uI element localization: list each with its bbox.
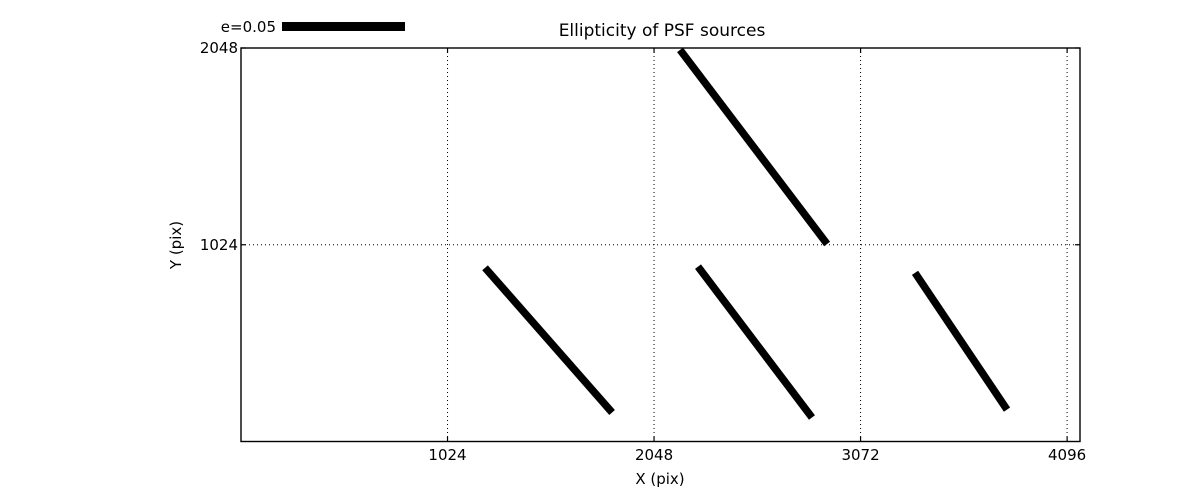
y-tick-label: 2048	[199, 39, 238, 57]
x-tick-label: 1024	[428, 446, 467, 464]
psf-ellipticity-whisker	[911, 270, 1011, 412]
chart-title: Ellipticity of PSF sources	[558, 21, 766, 41]
y-tick-label: 1024	[199, 235, 238, 254]
x-axis-label: X (pix)	[635, 470, 685, 488]
psf-ellipticity-whisker	[677, 47, 831, 247]
tick-layer	[241, 47, 1080, 442]
psf-ellipticity-whisker	[482, 265, 615, 415]
whisker-layer	[482, 47, 1011, 420]
legend: e=0.05	[221, 18, 405, 36]
x-tick-label: 3072	[841, 446, 880, 464]
legend-whisker-sample	[282, 22, 405, 31]
psf-ellipticity-whisker	[695, 264, 815, 420]
axes-frame	[240, 47, 1081, 443]
x-tick-label: 4096	[1047, 446, 1087, 464]
grid-layer	[241, 47, 1080, 442]
x-tick-label: 2048	[634, 446, 674, 464]
legend-label: e=0.05	[220, 17, 276, 36]
